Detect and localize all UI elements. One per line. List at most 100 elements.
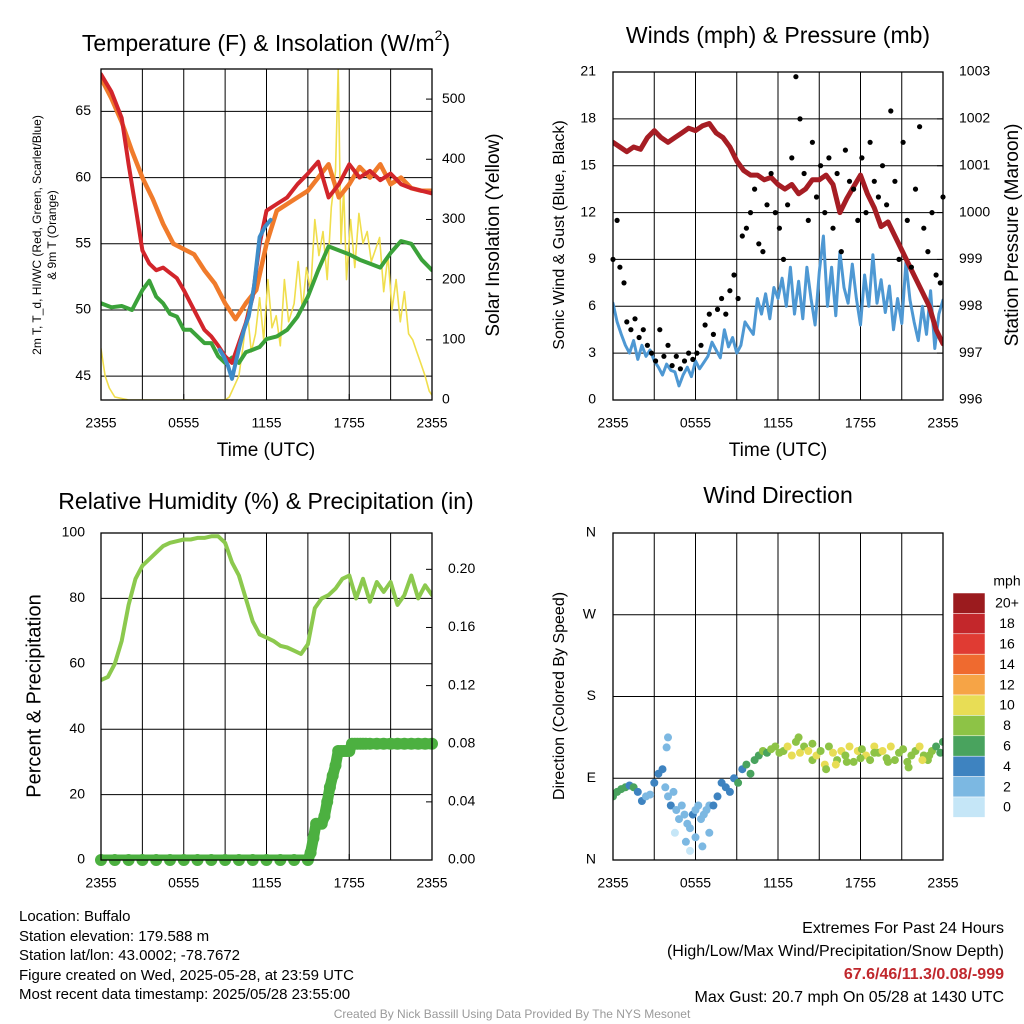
temp-grid [101,69,432,400]
wind-gust-point [929,210,935,216]
temp-ytick-label: 65 [75,102,91,118]
wind-xtick-label: 0555 [680,415,711,431]
colorbar-swatch [952,796,986,818]
wind-gust-point [743,225,750,231]
wind-gust-point [768,170,774,177]
temp-xlabel: Time (UTC) [217,440,316,461]
wind-gust-point [838,249,844,255]
wind-gust-point [653,358,659,364]
rh-ytick-label: 60 [69,655,85,671]
colorbar-swatch [952,613,986,635]
wind-gust-point [884,202,890,208]
dir-point [658,765,667,774]
temp-xtick-label: 2355 [416,415,447,431]
temp-y2tick-label: 100 [442,331,466,347]
credit-text: Created By Nick Bassill Using Data Provi… [333,1007,691,1021]
wind-gust-point [727,288,733,294]
rh-precip-point [307,832,320,845]
temp-xtick-label: 0555 [168,415,199,431]
rh-y2tick-label: 0.04 [448,793,475,809]
dir-point [633,787,642,796]
rh-precip-point [321,795,334,808]
temp-xtick-label: 1755 [334,415,365,431]
dir-point [866,756,875,765]
wind-gust-point [851,186,857,192]
temp-y2label: Solar Insolation (Yellow) [483,133,504,336]
wind-ytick-label: 12 [580,203,596,219]
rh-y2tick-label: 0.20 [448,560,475,576]
temp-plot-border [100,68,433,401]
dir-point [725,787,734,796]
dir-point [783,742,792,751]
wind-gust-point [888,108,894,114]
colorbar-swatch [952,694,986,716]
dir-point [675,815,683,824]
dir-point [845,742,854,751]
colorbar-label: 18 [999,615,1015,631]
wind-y2tick-label: 996 [959,391,983,407]
wind-y2tick-label: 998 [959,297,983,313]
temp-chart: 2355 0555 1155 1755 2355 [85,394,448,431]
rh-series-rh [101,534,432,683]
wind-chart: 2355 0555 1155 1755 2355 [597,394,959,431]
wind-gust-point [665,342,671,348]
rh-precip-point [329,759,342,772]
wind-gust-point [632,316,638,322]
rh-ytick-label: 100 [62,524,86,540]
dir-point [904,763,913,772]
wind-gust-point [871,178,877,184]
wind-ytick-label: 6 [588,297,596,313]
dir-point [829,748,837,757]
wind-gust-point [855,217,861,223]
station-info: Location: Buffalo Station elevation: 179… [19,907,354,1005]
wind-gust-point [747,210,754,216]
temp-series-td [101,239,432,365]
temp-title: Temperature (F) & Insolation (W/m2) [82,27,450,56]
wind-series-pressure [613,121,943,347]
dir-point [686,846,694,855]
wind-xtick-label: 2355 [597,415,628,431]
wind-gust-point [614,217,620,223]
wind-gust-point [621,280,627,286]
dir-point [808,739,817,748]
rh-precip-point [318,810,331,823]
wind-ytick-label: 3 [588,344,596,360]
dir-point [794,733,803,742]
colorbar-label: 10 [999,697,1015,713]
wind-gust-point [677,366,684,372]
temp-y2tick-label: 0 [442,391,450,407]
wind-ytick-label: 15 [580,156,596,172]
extremes-values: 67.6/46/11.3/0.08/-999 [843,966,1004,983]
created-text: Figure created on Wed, 2025-05-28, at 23… [19,966,354,984]
latlon-text: Station lat/lon: 43.0002; -78.7672 [19,947,241,964]
dir-ytick-label: N [586,524,596,540]
wind-gust-point [694,350,700,356]
colorbar-swatch [952,592,986,614]
wind-gust-point [892,178,898,184]
dir-point [936,748,943,757]
rh-ytick-label: 20 [69,785,85,801]
wind-gust-point [875,194,882,200]
dir-xtick-label: 2355 [927,875,958,891]
wind-y2tick-label: 1000 [959,203,990,219]
speed-colorbar: 20+ 18 16 14 12 10 8 6 4 2 0 mph [952,573,1021,818]
dir-point [681,837,690,846]
wind-y2label: Station Pressure (Maroon) [1002,124,1023,347]
dir-point [666,801,675,810]
wind-gust-point [644,342,651,348]
rh-precip-point [323,781,336,794]
wind-gust-point [706,311,712,317]
wind-y2tick-label: 1002 [959,110,990,126]
wind-xtick-label: 1155 [763,415,793,431]
rh-xtick-label: 1155 [251,875,281,891]
dir-point [771,742,780,751]
wind-gust-point [657,327,663,333]
rh-xtick-label: 0555 [168,875,199,891]
wind-gust-point [752,186,758,192]
dir-point [918,756,927,765]
wind-gust-point [648,350,655,356]
dir-xtick-label: 2355 [597,875,628,891]
dir-point [664,792,672,801]
wind-gust-point [617,264,623,270]
